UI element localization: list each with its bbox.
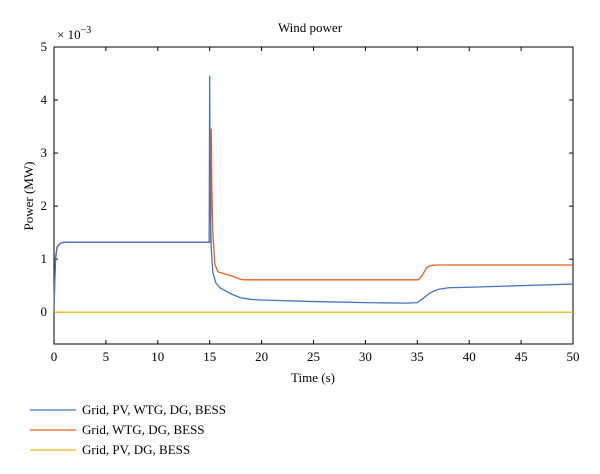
y-exponent-power: −3 — [81, 25, 92, 36]
x-tick-label: 0 — [51, 349, 58, 364]
y-axis-ticks: 0 1 2 3 4 5 — [41, 39, 573, 319]
x-tick-label: 10 — [151, 349, 164, 364]
legend-label-2: Grid, WTG, DG, BESS — [82, 422, 205, 437]
y-exponent-base: × 10 — [57, 27, 81, 42]
legend-label-3: Grid, PV, DG, BESS — [82, 442, 190, 457]
y-tick-label: 2 — [41, 198, 48, 213]
x-axis-ticks: 0 5 10 15 20 25 30 35 40 45 50 — [51, 47, 580, 364]
y-axis-label: Power (MW) — [21, 162, 36, 231]
x-tick-label: 40 — [463, 349, 476, 364]
x-tick-label: 50 — [567, 349, 580, 364]
y-tick-label: 1 — [41, 251, 48, 266]
x-axis-label: Time (s) — [291, 370, 335, 385]
y-tick-label: 4 — [41, 92, 48, 107]
x-tick-label: 20 — [255, 349, 268, 364]
x-tick-label: 5 — [103, 349, 110, 364]
series-lines — [53, 75, 574, 313]
legend-label-1: Grid, PV, WTG, DG, BESS — [82, 402, 226, 417]
y-tick-label: 0 — [41, 304, 48, 319]
plot-area-frame — [53, 46, 574, 345]
x-tick-label: 35 — [411, 349, 424, 364]
chart-title: Wind power — [278, 20, 343, 35]
svg-text:× 10−3: × 10−3 — [57, 25, 91, 42]
series-line-1 — [53, 75, 574, 313]
x-tick-label: 25 — [307, 349, 320, 364]
y-tick-label: 5 — [41, 39, 48, 54]
y-exponent-label: × 10−3 — [57, 25, 91, 42]
legend: Grid, PV, WTG, DG, BESS Grid, WTG, DG, BE… — [30, 402, 226, 457]
series-line-2 — [53, 128, 573, 313]
y-tick-label: 3 — [41, 145, 48, 160]
x-tick-label: 15 — [203, 349, 216, 364]
x-tick-label: 30 — [359, 349, 372, 364]
x-tick-label: 45 — [515, 349, 528, 364]
